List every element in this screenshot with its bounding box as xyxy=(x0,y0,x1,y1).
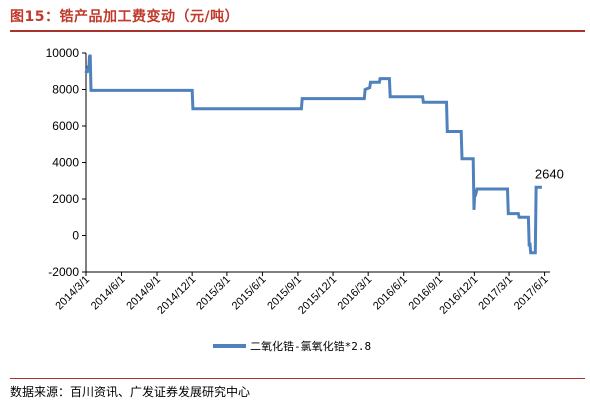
x-tick-label: 2016/3/1 xyxy=(336,274,375,313)
x-axis: 2014/3/12014/6/12014/9/12014/12/12015/3/… xyxy=(53,271,551,317)
source-divider xyxy=(10,378,585,379)
page-title: 图15：锆产品加工费变动（元/吨） xyxy=(10,9,240,25)
series-line xyxy=(84,54,542,255)
y-tick-label: 2000 xyxy=(52,192,79,206)
y-tick-label: 0 xyxy=(72,229,79,243)
y-axis: -2000 0 2000 4000 6000 8000 10000 xyxy=(46,46,87,279)
legend-label: 二氧化锆-氯氧化锆*2.8 xyxy=(250,339,371,353)
legend: 二氧化锆-氯氧化锆*2.8 xyxy=(213,339,371,353)
x-tick-label: 2016/12/1 xyxy=(437,274,480,317)
title-divider xyxy=(10,30,585,32)
x-tick-label: 2014/6/1 xyxy=(89,274,128,313)
y-tick-label: 4000 xyxy=(52,156,79,170)
x-tick-label: 2014/12/1 xyxy=(155,274,198,317)
y-tick-label: 8000 xyxy=(52,83,79,97)
source-note: 数据来源：百川资讯、广发证券发展研究中心 xyxy=(10,385,251,399)
x-tick-label: 2016/6/1 xyxy=(371,274,410,313)
x-tick-label: 2014/3/1 xyxy=(53,274,92,313)
plot-area xyxy=(84,54,542,255)
y-tick-label: 6000 xyxy=(52,119,79,133)
x-tick-label: 2017/6/1 xyxy=(512,274,551,313)
y-tick-label: 10000 xyxy=(46,46,80,60)
x-tick-label: 2017/3/1 xyxy=(476,274,515,313)
annotations: 2640 xyxy=(535,166,564,181)
x-tick-label: 2015/12/1 xyxy=(296,274,339,317)
value-annotation: 2640 xyxy=(535,166,564,181)
x-tick-label: 2015/6/1 xyxy=(230,274,269,313)
x-tick-label: 2015/3/1 xyxy=(194,274,233,313)
title-bar: 图15：锆产品加工费变动（元/吨） xyxy=(0,0,590,33)
y-tick-label: -2000 xyxy=(48,265,79,279)
